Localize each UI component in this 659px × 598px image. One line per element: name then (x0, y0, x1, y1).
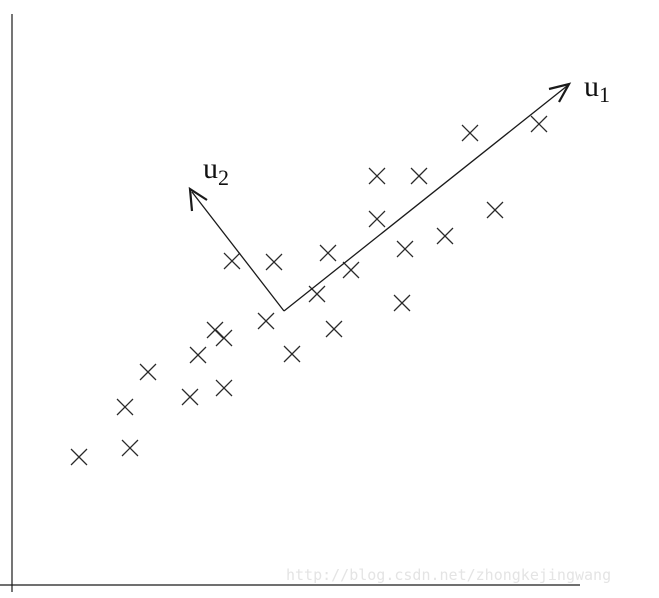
data-point-cross (181, 388, 199, 406)
data-point-cross (70, 448, 88, 466)
u2-arrowhead (188, 186, 208, 212)
u2-subscript: 2 (218, 165, 229, 190)
data-point-cross (283, 345, 301, 363)
u1-arrowhead (548, 82, 572, 103)
data-point-cross (265, 253, 283, 271)
data-point-cross (368, 210, 386, 228)
data-point-cross (206, 321, 224, 339)
u1-subscript: 1 (599, 82, 610, 107)
data-point-cross (189, 346, 207, 364)
data-point-cross (257, 312, 275, 330)
data-point-cross (223, 252, 241, 270)
data-points (70, 115, 548, 466)
data-point-cross (342, 261, 360, 279)
watermark-text: http://blog.csdn.net/zhongkejingwang (286, 566, 612, 584)
u2-label: u2 (203, 152, 229, 190)
data-point-cross (530, 115, 548, 133)
u1-vector (283, 82, 572, 312)
data-point-cross (319, 244, 337, 262)
u1-letter: u (584, 70, 599, 103)
data-point-cross (215, 329, 233, 347)
data-point-cross (215, 379, 233, 397)
u2-letter: u (203, 152, 218, 185)
data-point-cross (396, 240, 414, 258)
u1-label: u1 (584, 70, 610, 107)
data-point-cross (121, 439, 139, 457)
u1-shaft (283, 85, 568, 312)
u2-vector (188, 186, 285, 312)
data-point-cross (139, 363, 157, 381)
data-point-cross (393, 294, 411, 312)
u2-shaft (191, 191, 285, 312)
data-point-cross (325, 320, 343, 338)
data-point-cross (368, 167, 386, 185)
data-point-cross (486, 201, 504, 219)
data-point-cross (436, 227, 454, 245)
data-point-cross (116, 398, 134, 416)
data-point-cross (461, 124, 479, 142)
data-point-cross (410, 167, 428, 185)
